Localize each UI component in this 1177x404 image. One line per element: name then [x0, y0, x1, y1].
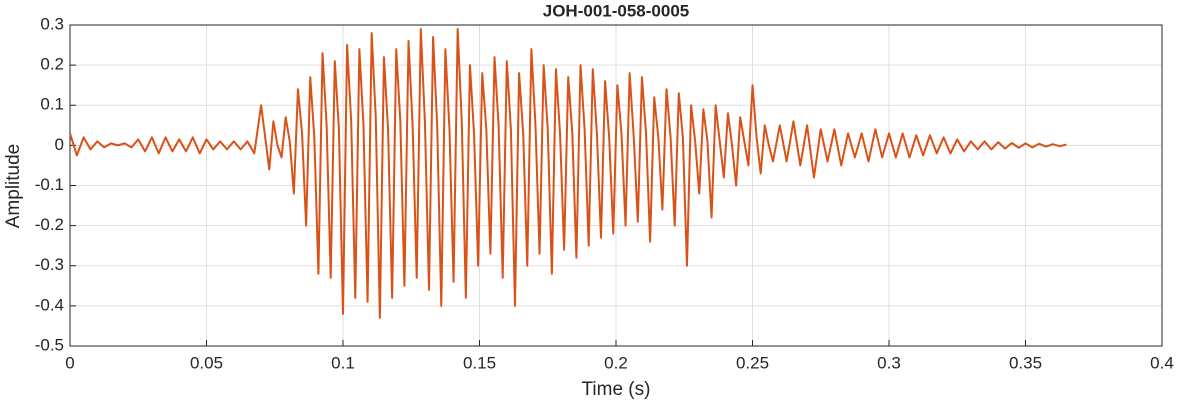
x-tick-label: 0.3	[877, 353, 901, 372]
y-tick-label: 0.2	[40, 55, 64, 74]
y-tick-label: -0.5	[35, 335, 64, 354]
y-tick-label: 0	[55, 135, 64, 154]
y-tick-label: -0.2	[35, 215, 64, 234]
x-tick-label: 0.35	[1009, 353, 1042, 372]
x-tick-label: 0.4	[1150, 353, 1174, 372]
y-tick-label: 0.3	[40, 14, 64, 33]
y-tick-label: -0.4	[35, 295, 64, 314]
y-tick-label: 0.1	[40, 95, 64, 114]
y-tick-label: -0.1	[35, 175, 64, 194]
y-axis-label: Amplitude	[3, 144, 24, 229]
plot-frame	[69, 24, 1163, 347]
x-tick-label: 0	[65, 353, 74, 372]
x-tick-label: 0.2	[604, 353, 628, 372]
x-tick-label: 0.05	[190, 353, 223, 372]
x-axis-label: Time (s)	[582, 379, 651, 400]
x-tick-label: 0.15	[463, 353, 496, 372]
x-tick-label: 0.25	[736, 353, 769, 372]
x-tick-label: 0.1	[331, 353, 355, 372]
waveform-line	[69, 28, 1067, 319]
y-tick-label: -0.3	[35, 255, 64, 274]
chart-title: JOH-001-058-0005	[543, 1, 689, 20]
